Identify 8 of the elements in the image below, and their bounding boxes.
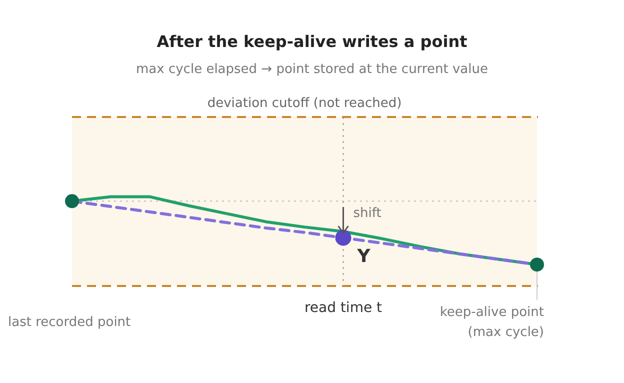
text: deviation cutoff (not reached): [207, 96, 402, 111]
text: read time t: [304, 300, 383, 316]
annotation: Y: [356, 246, 372, 267]
text: keep-alive point (max cycle): [440, 305, 544, 340]
annotation: shift: [353, 206, 382, 221]
chart-title: After the keep-alive writes a point: [156, 32, 468, 51]
chart-subtitle: max cycle elapsed → point stored at the current value: [136, 62, 488, 77]
text: last recorded point: [8, 315, 131, 330]
